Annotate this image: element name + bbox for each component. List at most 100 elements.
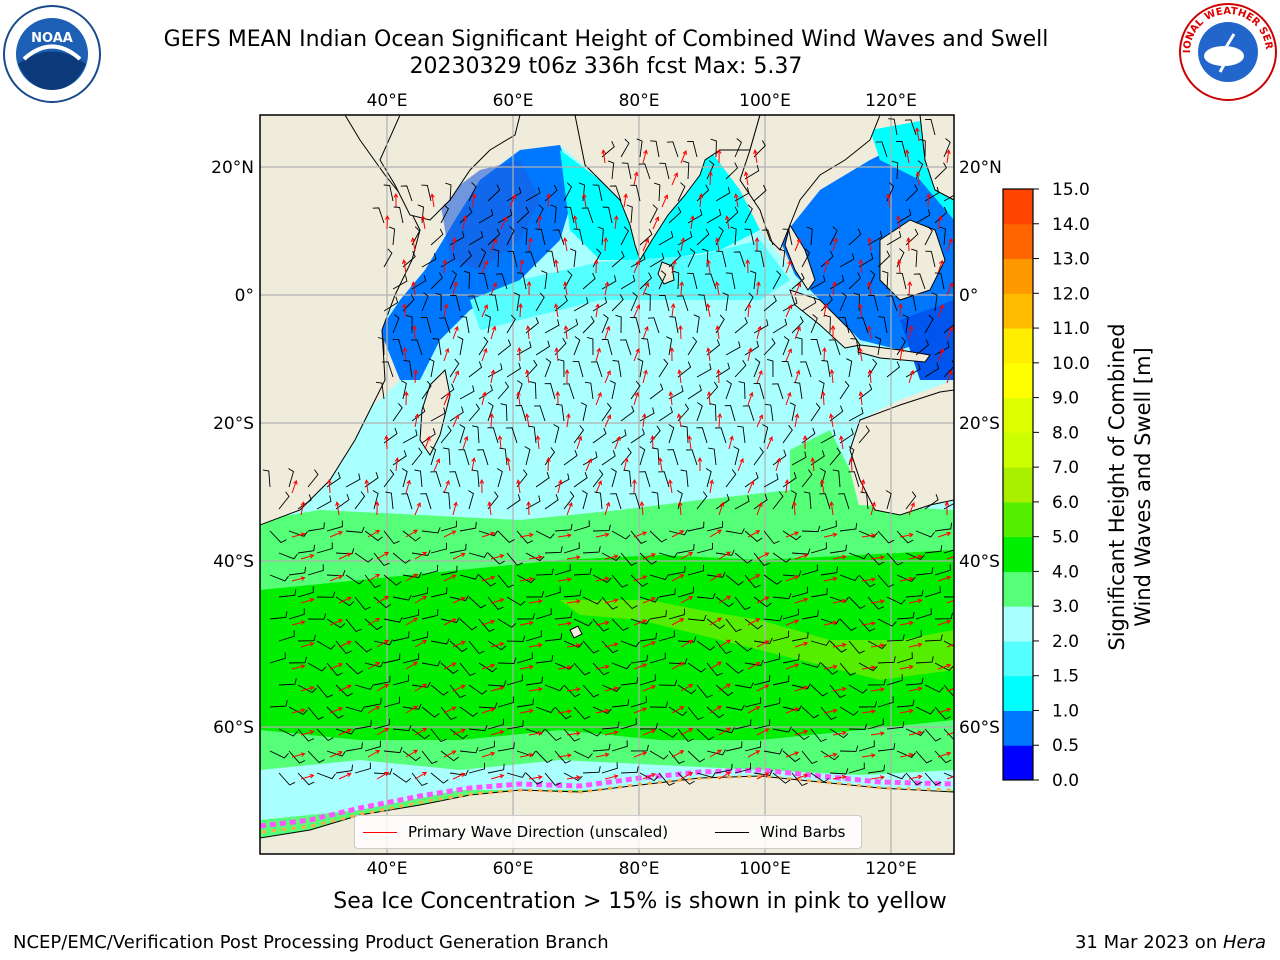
wind-barb xyxy=(506,552,523,566)
wind-barb xyxy=(677,361,692,378)
wind-barb xyxy=(708,447,717,466)
wave-direction-arrow xyxy=(595,480,602,494)
wind-barb xyxy=(856,317,869,334)
wind-barb xyxy=(497,657,517,664)
wind-barb xyxy=(307,613,327,620)
wave-direction-arrow xyxy=(384,214,390,230)
wave-direction-arrow xyxy=(908,554,923,560)
wind-barb xyxy=(791,631,809,642)
wind-barb xyxy=(630,618,650,625)
wind-barb xyxy=(497,530,515,543)
wave-direction-arrow xyxy=(747,662,761,670)
wind-barb xyxy=(639,674,656,686)
wind-barb xyxy=(487,640,507,651)
wave-direction-arrow xyxy=(937,619,952,626)
wind-barb xyxy=(706,662,723,677)
wind-barb xyxy=(545,250,556,268)
wind-barb xyxy=(345,706,365,713)
wave-direction-arrow xyxy=(338,640,352,648)
wind-barb xyxy=(850,338,860,356)
wave-direction-arrow xyxy=(329,575,343,582)
wind-barb xyxy=(630,380,641,400)
wave-direction-arrow xyxy=(658,457,663,472)
colorbar-block xyxy=(1003,223,1033,260)
wind-barb xyxy=(895,140,907,158)
wind-barb xyxy=(573,706,591,720)
wave-direction-arrow xyxy=(300,730,315,736)
wave-direction-arrow xyxy=(633,260,640,274)
wind-barb xyxy=(839,618,857,631)
wind-barb xyxy=(924,728,942,742)
wind-barb xyxy=(791,586,808,598)
wind-barb xyxy=(801,469,813,488)
wave-direction-arrow xyxy=(785,531,800,538)
wind-barb xyxy=(594,491,603,510)
lat-tick-right: 20°S xyxy=(959,414,1000,434)
wind-barb xyxy=(458,449,470,466)
wind-barb xyxy=(535,530,555,539)
wind-barb xyxy=(563,491,575,510)
wind-barb xyxy=(440,425,452,444)
wind-barb xyxy=(269,530,287,544)
wind-barb xyxy=(516,341,532,356)
wave-direction-arrow xyxy=(412,324,417,340)
wind-barb xyxy=(772,491,784,510)
wind-barb xyxy=(345,574,365,585)
wind-barb xyxy=(654,182,661,202)
wind-barb xyxy=(364,471,379,488)
wave-direction-arrow xyxy=(794,685,809,692)
wave-direction-arrow xyxy=(899,620,914,626)
wave-direction-arrow xyxy=(291,620,306,626)
wave-direction-arrow xyxy=(528,643,543,648)
sea-ice-caption: Sea Ice Concentration > 15% is shown in … xyxy=(333,889,947,914)
wave-direction-arrow xyxy=(716,148,722,164)
wind-barb xyxy=(440,617,460,624)
red-line-icon xyxy=(363,831,397,833)
wind-barb xyxy=(782,530,802,541)
wind-barb xyxy=(677,182,686,202)
wave-direction-arrow xyxy=(300,642,315,648)
wind-barb xyxy=(400,380,407,400)
wind-barb xyxy=(402,653,420,664)
wave-direction-arrow xyxy=(526,500,531,516)
wave-direction-arrow xyxy=(858,259,864,274)
wind-barb xyxy=(278,589,297,598)
lon-tick-top: 60°E xyxy=(493,91,534,111)
wind-barb xyxy=(383,574,402,586)
wind-barb xyxy=(687,336,698,356)
wind-barb xyxy=(943,317,954,334)
wind-barb xyxy=(630,530,647,544)
wind-barb xyxy=(553,424,560,444)
wind-barb xyxy=(896,208,912,224)
wind-barb xyxy=(487,184,501,202)
wind-barb xyxy=(383,184,394,202)
wind-barb xyxy=(497,618,517,628)
wind-barb xyxy=(601,402,612,422)
wave-direction-arrow xyxy=(717,412,723,428)
wave-direction-arrow xyxy=(528,555,543,560)
wave-direction-arrow xyxy=(709,749,722,758)
wind-barb xyxy=(487,402,494,422)
wind-barb xyxy=(487,718,504,730)
wave-direction-arrow xyxy=(937,707,952,714)
wind-barb xyxy=(915,656,934,664)
wind-barb xyxy=(915,209,931,224)
wind-barb xyxy=(943,549,954,554)
wind-barb xyxy=(619,339,632,356)
wind-barb xyxy=(744,204,753,224)
wave-direction-arrow xyxy=(756,501,763,516)
wind-barb xyxy=(782,608,799,620)
wind-barb xyxy=(839,745,859,752)
wind-barb xyxy=(403,359,413,378)
wind-barb xyxy=(554,750,571,764)
wave-direction-arrow xyxy=(300,774,315,780)
lon-tick-bottom: 100°E xyxy=(739,859,791,879)
wind-barb xyxy=(829,596,849,603)
wave-direction-arrow xyxy=(329,751,343,758)
wind-barb xyxy=(584,381,594,400)
wave-direction-arrow xyxy=(641,413,647,428)
wind-barb xyxy=(392,724,412,732)
wave-direction-arrow xyxy=(572,215,578,230)
wave-direction-arrow xyxy=(718,727,731,736)
wind-barb xyxy=(573,750,593,759)
